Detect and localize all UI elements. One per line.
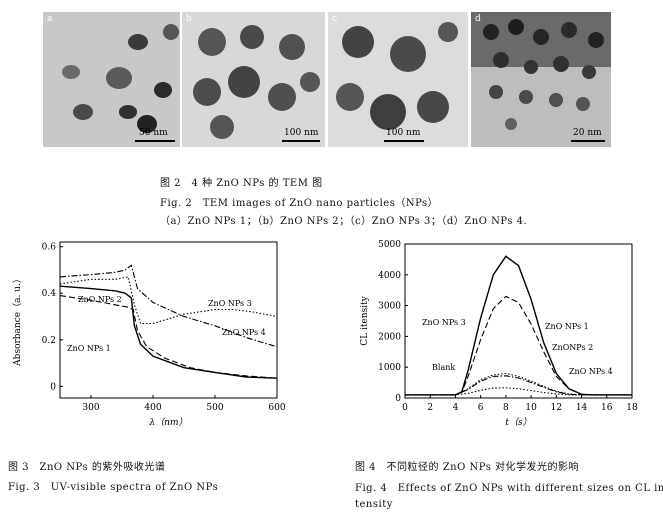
x-tick-label: 0 [402,403,408,413]
y-tick-label: 5000 [378,240,401,250]
panel-label-d: d [475,14,481,24]
series-annotation: ZnO NPs 1 [67,344,111,353]
series-annotation: ZnO NPs 2 [78,295,122,304]
tem-panel-d: d 20 nm [471,12,611,147]
x-tick-label: 18 [626,403,638,413]
x-tick-label: 600 [268,403,285,413]
x-tick-label: 12 [551,403,562,413]
tem-image-d [471,12,611,130]
series-annotation: ZnO NPs 1 [545,322,589,331]
plot-frame [404,243,633,399]
scale-bar-d [571,140,605,142]
y-tick-label: 3000 [378,302,401,312]
y-tick-label: 0 [395,394,401,404]
tem-image-c [336,22,458,130]
plot-frame [59,241,278,399]
x-tick-label: 300 [82,403,99,413]
y-axis-label: CL itensity [360,295,370,345]
tem-image-b [193,25,320,139]
x-tick-label: 500 [206,403,223,413]
panel-label-c: c [332,14,338,24]
fig2-caption-cn: 图 2 4 种 ZnO NPs 的 TEM 图 [160,178,323,189]
scale-text-b: 100 nm [284,128,319,138]
series-line [59,276,278,325]
series-line [405,295,632,396]
scale-text-c: 100 nm [386,128,421,138]
series-line [59,295,278,379]
series-annotation: ZnO NPs 3 [208,299,252,308]
y-tick-label: 4000 [378,271,401,281]
x-tick-label: 2 [427,403,433,413]
series-line [405,372,632,396]
y-tick-label: 0.2 [42,336,56,346]
y-tick-label: 0.4 [42,289,57,299]
series-annotation: ZnO NPs 3 [422,318,466,327]
scale-bar-b [282,140,320,142]
tem-panel-c: c 100 nm [328,12,468,147]
fig2-caption-sub: （a）ZnO NPs 1；（b）ZnO NPs 2；（c）ZnO NPs 3；（… [160,216,528,227]
y-tick-label: 2000 [378,332,401,342]
panel-label-b: b [186,14,192,24]
fig4-caption-en-1: Fig. 4 Effects of ZnO NPs with different… [355,483,663,494]
series-line [59,264,278,348]
series-line [405,375,632,396]
series-line [405,387,632,396]
x-tick-label: 400 [144,403,161,413]
fig3-caption-cn: 图 3 ZnO NPs 的紫外吸收光谱 [8,462,166,473]
x-tick-label: 10 [525,403,537,413]
panel-label-a: a [47,14,53,24]
x-tick-label: 6 [478,403,484,413]
x-tick-label: 4 [453,403,459,413]
scale-text-a: 50 nm [139,128,168,138]
y-axis-label: Absorbance（a. u.） [12,274,23,367]
fig2-caption-en: Fig. 2 TEM images of ZnO nano particles（… [160,198,439,209]
fig4-caption-cn: 图 4 不同粒径的 ZnO NPs 对化学发光的影响 [355,462,580,473]
series-annotation: ZnO NPs 4 [569,367,613,376]
tem-panel-a: a 50 nm [43,12,180,147]
x-axis-label: t（s） [505,417,531,428]
scale-bar-a [135,140,175,142]
tem-image-a [62,24,179,133]
y-tick-label: 0 [50,382,56,392]
scale-text-d: 20 nm [573,128,602,138]
tem-panel-b: b 100 nm [182,12,325,147]
y-tick-label: 1000 [378,363,401,373]
series-annotation: ZnO NPs 4 [222,328,266,337]
fig3-caption-en: Fig. 3 UV-visible spectra of ZnO NPs [8,482,219,493]
x-tick-label: 8 [503,403,509,413]
x-tick-label: 14 [576,403,588,413]
series-annotation: ZnONPs 2 [552,343,593,352]
x-axis-label: λ（nm） [148,417,187,428]
fig4-caption-en-2: tensity [355,499,393,510]
uv-vis-chart: 300 400 500 600 0 0.2 0.4 0.6 ZnO NPs 2 ZnO NPs 3… [12,241,286,428]
series-annotation: Blank [432,363,455,372]
scale-bar-c [384,140,424,142]
cl-intensity-chart: 0 2 4 6 8 10 12 14 16 18 0 1000 2000 3000 4000 5000 ZnO … [360,240,638,428]
x-tick-label: 16 [601,403,613,413]
y-tick-label: 0.6 [42,243,57,253]
